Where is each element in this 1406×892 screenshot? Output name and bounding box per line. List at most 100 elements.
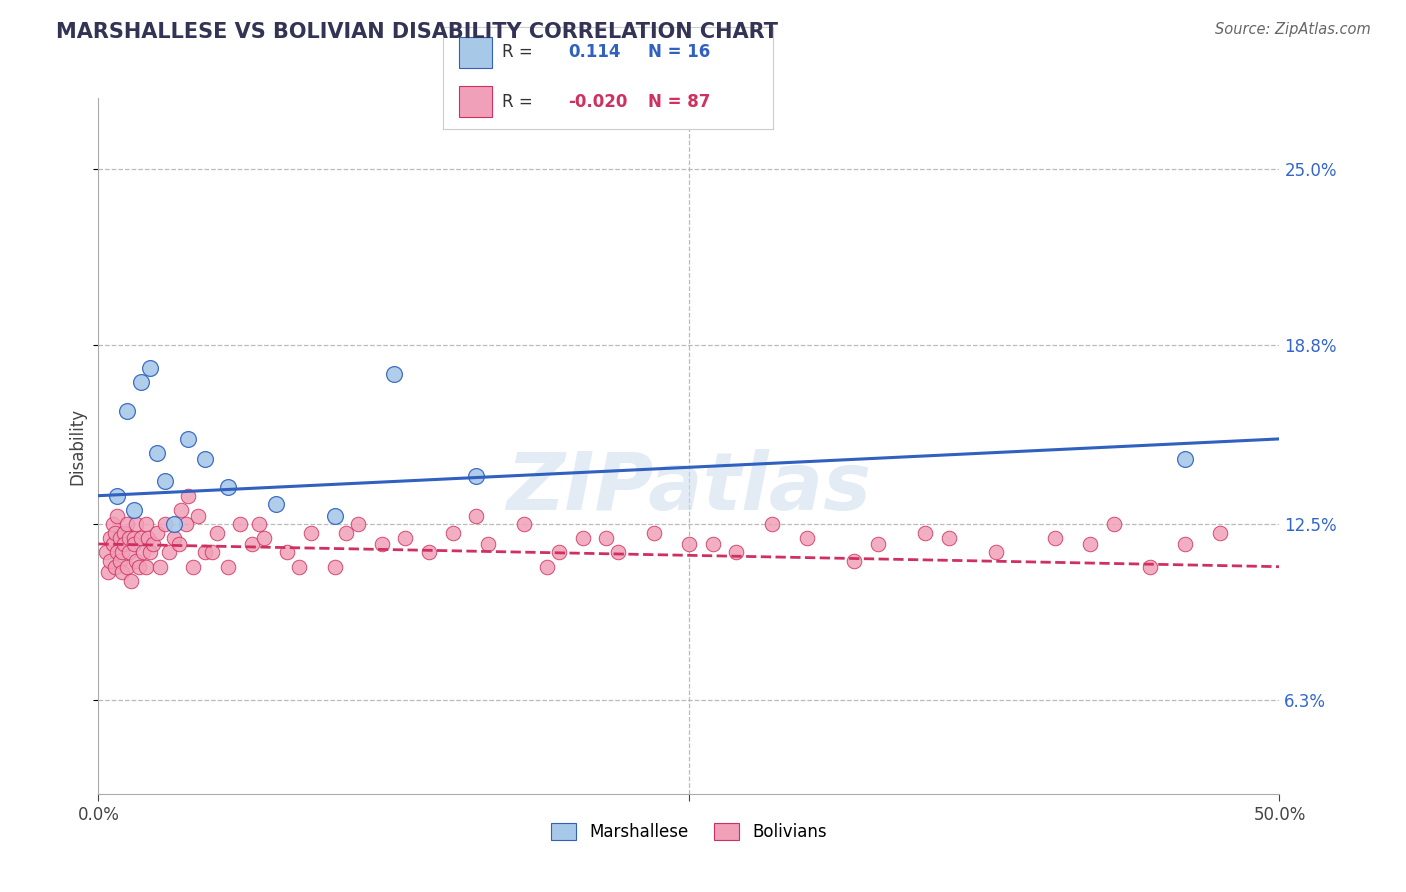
Point: [108, 554, 131, 568]
Point: [101, 517, 124, 532]
Point: [181, 559, 204, 574]
Point: [122, 503, 145, 517]
Point: [536, 559, 558, 574]
Point: [194, 545, 217, 559]
Point: [135, 559, 157, 574]
Point: [702, 537, 724, 551]
Point: [323, 559, 346, 574]
Point: [132, 545, 155, 559]
Point: [1102, 517, 1125, 532]
Point: [115, 403, 138, 417]
Text: 0.114: 0.114: [568, 44, 621, 62]
Point: [105, 489, 128, 503]
Point: [465, 508, 488, 523]
Point: [122, 531, 145, 545]
Point: [139, 545, 162, 559]
Point: [108, 531, 131, 545]
Point: [177, 489, 200, 503]
Point: [347, 517, 370, 532]
Point: [125, 554, 148, 568]
Point: [121, 574, 143, 588]
Point: [512, 517, 534, 532]
Point: [187, 508, 209, 523]
Point: [264, 497, 287, 511]
Point: [111, 566, 134, 580]
Text: MARSHALLESE VS BOLIVIAN DISABILITY CORRELATION CHART: MARSHALLESE VS BOLIVIAN DISABILITY CORRE…: [56, 22, 779, 42]
Point: [105, 508, 128, 523]
Point: [104, 559, 127, 574]
Point: [607, 545, 630, 559]
Point: [335, 525, 357, 540]
Point: [276, 545, 298, 559]
Point: [371, 537, 394, 551]
Point: [139, 360, 162, 375]
Point: [205, 525, 228, 540]
Point: [595, 531, 617, 545]
Point: [678, 537, 700, 551]
Point: [146, 525, 169, 540]
Point: [167, 537, 190, 551]
Text: -0.020: -0.020: [568, 93, 628, 111]
Point: [157, 545, 180, 559]
Point: [477, 537, 499, 551]
Point: [163, 531, 186, 545]
Text: ZIPatlas: ZIPatlas: [506, 449, 872, 527]
Point: [112, 537, 135, 551]
Point: [177, 432, 200, 446]
Point: [115, 559, 138, 574]
Text: N = 16: N = 16: [648, 44, 710, 62]
Text: R =: R =: [502, 44, 533, 62]
Point: [174, 517, 197, 532]
Point: [97, 566, 120, 580]
Point: [98, 531, 121, 545]
Point: [118, 531, 141, 545]
Text: R =: R =: [502, 93, 533, 111]
FancyBboxPatch shape: [460, 87, 492, 117]
Point: [135, 517, 157, 532]
Point: [1139, 559, 1161, 574]
Point: [104, 525, 127, 540]
Point: [217, 480, 239, 494]
Point: [323, 508, 346, 523]
Point: [217, 559, 239, 574]
Point: [1080, 537, 1102, 551]
Point: [136, 531, 159, 545]
Point: [170, 503, 193, 517]
Legend: Marshallese, Bolivians: Marshallese, Bolivians: [544, 817, 834, 848]
Point: [122, 537, 145, 551]
Point: [105, 545, 128, 559]
Point: [101, 537, 124, 551]
Point: [112, 525, 135, 540]
Point: [1174, 537, 1197, 551]
Point: [548, 545, 571, 559]
Point: [1209, 525, 1232, 540]
Point: [465, 468, 488, 483]
Point: [201, 545, 224, 559]
Point: [128, 559, 150, 574]
Point: [441, 525, 464, 540]
Point: [253, 531, 276, 545]
Point: [118, 545, 141, 559]
Point: [115, 517, 138, 532]
Point: [1043, 531, 1066, 545]
Point: [571, 531, 593, 545]
Point: [240, 537, 263, 551]
Text: N = 87: N = 87: [648, 93, 710, 111]
Point: [142, 537, 165, 551]
FancyBboxPatch shape: [460, 37, 492, 68]
Point: [146, 446, 169, 460]
Point: [761, 517, 783, 532]
Y-axis label: Disability: Disability: [69, 408, 87, 484]
Point: [111, 545, 134, 559]
Point: [866, 537, 889, 551]
Point: [299, 525, 322, 540]
Point: [418, 545, 440, 559]
Point: [844, 554, 866, 568]
Point: [394, 531, 416, 545]
Point: [382, 367, 405, 381]
Point: [984, 545, 1007, 559]
Point: [194, 451, 217, 466]
Text: Source: ZipAtlas.com: Source: ZipAtlas.com: [1215, 22, 1371, 37]
Point: [247, 517, 270, 532]
Point: [153, 475, 176, 489]
